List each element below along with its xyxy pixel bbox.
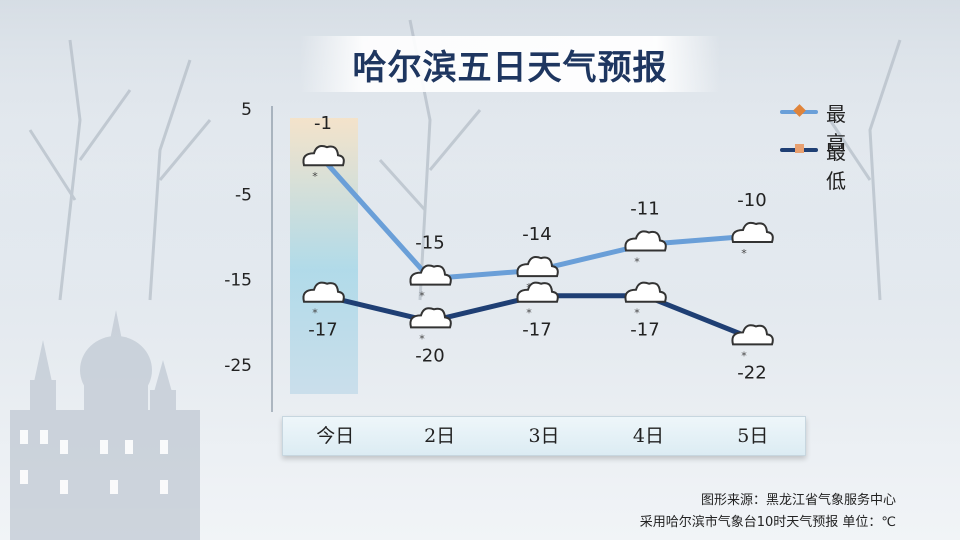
low-data-label: -17: [630, 320, 659, 341]
low-data-label: -20: [415, 345, 444, 366]
y-tick-label: -5: [235, 185, 252, 205]
x-tick-label: 2日: [424, 425, 456, 447]
snow-cloud-icon: [409, 307, 452, 347]
high-data-label: -11: [630, 199, 659, 220]
source-note: 图形来源：黑龙江省气象服务中心 采用哈尔滨市气象台10时天气预报 单位：℃: [640, 490, 896, 534]
x-tick-label: 3日: [528, 425, 560, 447]
legend-label-low: 最低: [826, 140, 846, 193]
high-data-label: -15: [415, 233, 444, 254]
high-data-label: -1: [314, 113, 332, 134]
low-data-label: -17: [522, 320, 551, 341]
y-tick-label: -25: [224, 356, 252, 376]
low-data-label: -22: [737, 362, 766, 383]
snow-cloud-icon: [409, 264, 452, 304]
x-tick-label: 今日: [316, 425, 355, 447]
y-tick-label: -15: [224, 271, 252, 291]
source-line-2: 采用哈尔滨市气象台10时天气预报 单位：℃: [639, 515, 896, 530]
chart-title: 哈尔滨五日天气预报: [352, 48, 668, 88]
high-data-label: -14: [522, 224, 551, 245]
title-banner: [300, 36, 720, 92]
legend-label-high: 最高: [826, 102, 846, 155]
day-axis-bar: 今日 2日 3日 4日 5日: [282, 416, 806, 456]
y-tick-label: 5: [241, 100, 252, 120]
snow-cloud-icon: [624, 281, 667, 321]
low-data-label: -17: [308, 320, 337, 341]
source-line-1: 图形来源：黑龙江省气象服务中心: [700, 493, 896, 508]
x-tick-label: 5日: [737, 425, 769, 447]
snow-cloud-icon: [516, 281, 559, 321]
x-tick-label: 4日: [632, 425, 664, 447]
snow-cloud-icon: [731, 221, 774, 261]
square-marker-icon: [795, 144, 804, 153]
high-data-label: -10: [737, 190, 766, 211]
snow-cloud-icon: [624, 230, 667, 270]
